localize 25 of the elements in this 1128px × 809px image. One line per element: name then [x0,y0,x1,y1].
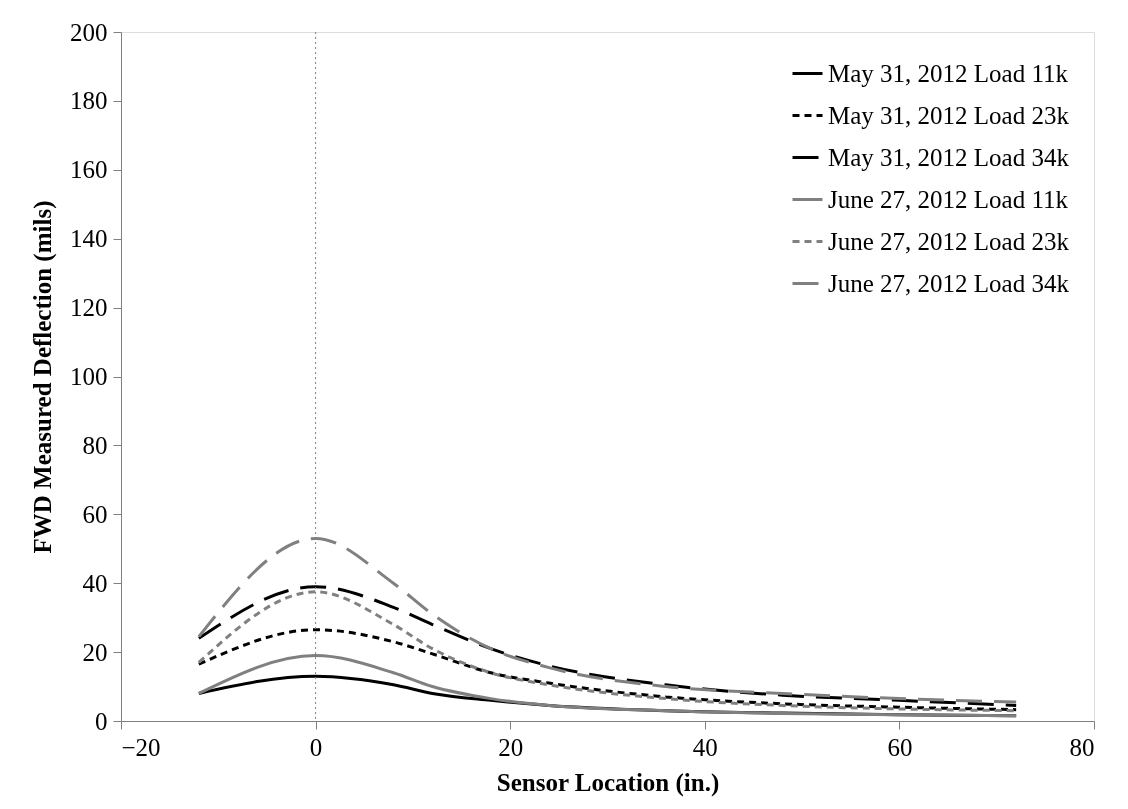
y-tick-label: 160 [70,156,108,184]
y-tick-label: 80 [82,431,108,459]
legend-label: June 27, 2012 Load 11k [828,185,1069,213]
y-axis-title: FWD Measured Deflection (mils) [29,200,57,554]
legend-label: June 27, 2012 Load 34k [828,269,1070,297]
legend-label: May 31, 2012 Load 23k [828,101,1070,129]
y-tick-label: 40 [82,569,108,597]
x-axis-title: Sensor Location (in.) [496,768,720,797]
x-tick-label: −20 [121,733,161,761]
legend-label: June 27, 2012 Load 23k [828,227,1070,255]
x-tick-label: 60 [887,733,913,761]
legend-label: May 31, 2012 Load 11k [828,59,1069,87]
legend-label: May 31, 2012 Load 34k [828,143,1070,171]
y-tick-label: 0 [95,707,108,735]
y-tick-label: 200 [70,18,108,46]
x-tick-label: 40 [692,733,718,761]
x-tick-label: 0 [309,733,323,761]
x-tick-label: 80 [1069,733,1095,761]
y-tick-label: 60 [82,500,108,528]
x-tick-label: 20 [498,733,524,761]
y-tick-label: 120 [70,294,108,322]
y-tick-label: 100 [70,363,108,390]
y-tick-label: 180 [70,87,108,115]
y-tick-label: 20 [82,638,108,666]
y-tick-label: 140 [70,225,108,253]
